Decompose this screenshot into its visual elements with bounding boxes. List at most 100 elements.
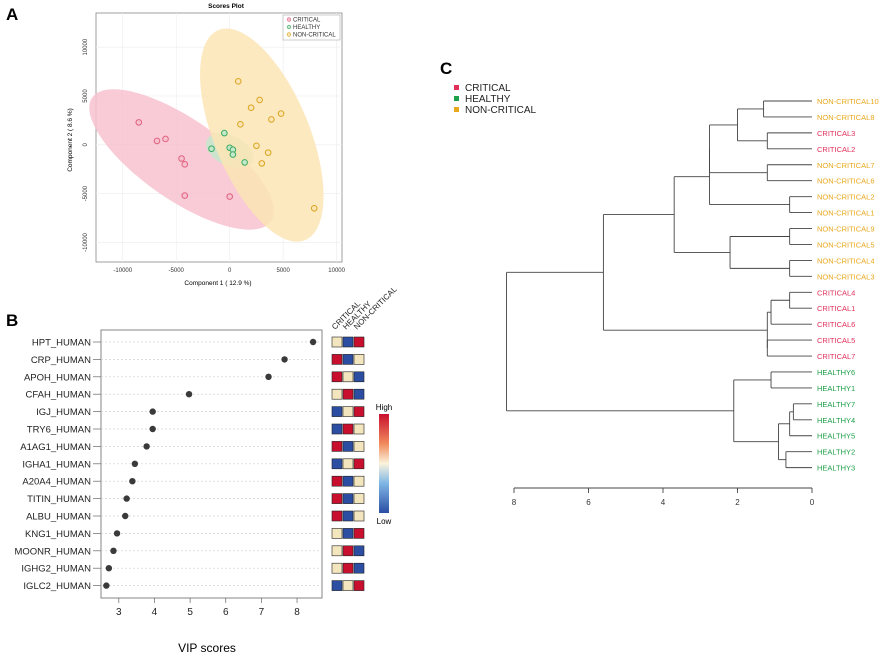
vip-protein-label: IGLC2_HUMAN: [23, 581, 91, 592]
vip-plot-xlabel: VIP scores: [178, 641, 236, 655]
score-point-non-critical: [253, 142, 260, 150]
dendrogram-leaf-label: NON-CRITICAL5: [817, 240, 875, 249]
heatmap-cell: [342, 388, 354, 400]
dendrogram-leaf-label: NON-CRITICAL10: [817, 97, 879, 106]
heatmap-cell: [353, 510, 365, 522]
heatmap-cell: [353, 354, 365, 365]
scores-plot-points: [135, 78, 318, 212]
dendrogram-leaf-label: NON-CRITICAL8: [817, 113, 875, 122]
vip-plot-rows: HPT_HUMAN CRP_HUMAN APOH_HUMAN CFAH_HUMAN IG…: [14, 338, 322, 592]
heatmap-cell: [331, 493, 343, 504]
heatmap-cell: [342, 528, 354, 539]
heatmap-cell: [353, 441, 365, 452]
vip-point: [149, 425, 156, 433]
vip-point: [103, 582, 110, 589]
score-point-critical: [181, 192, 189, 199]
dendrogram-leaf-label: CRITICAL7: [817, 352, 855, 361]
dendro-legend-marker-critical: [454, 85, 459, 90]
legend-marker-healthy: [286, 24, 292, 30]
heatmap-cell: [342, 371, 354, 383]
score-point-non-critical: [247, 104, 255, 112]
dendrogram-leaf-label: HEALTHY5: [817, 432, 855, 441]
heatmap-cell: [353, 562, 365, 574]
y-tick-label: 10000: [83, 38, 89, 55]
dendrogram: CRITICAL HEALTHY NON-CRITICAL NON-CRITIC…: [454, 83, 879, 507]
vip-point: [309, 338, 317, 346]
vip-point: [113, 530, 121, 537]
dendrogram-leaf-label: CRITICAL1: [817, 304, 855, 313]
heatmap-cell: [353, 388, 365, 400]
score-point-critical: [162, 135, 169, 143]
vip-protein-label: A20A4_HUMAN: [22, 477, 91, 488]
heatmap-cell: [342, 545, 354, 557]
heatmap-cell: [331, 354, 343, 365]
score-point-critical: [178, 155, 185, 162]
colorscale-bar: [379, 414, 389, 513]
heatmap-cell: [353, 528, 365, 539]
vip-plot: HPT_HUMAN CRP_HUMAN APOH_HUMAN CFAH_HUMAN IG…: [14, 284, 399, 655]
legend-label-healthy: HEALTHY: [293, 25, 320, 31]
scores-plot-legend: CRITICAL HEALTHY NON-CRITICAL: [282, 14, 341, 41]
vip-protein-label: KNG1_HUMAN: [25, 529, 91, 540]
panel-label-b: B: [6, 311, 18, 330]
dendrogram-leaf-label: NON-CRITICAL6: [817, 177, 875, 186]
dendrogram-leaf-label: NON-CRITICAL9: [817, 225, 875, 234]
dendrogram-leaf-label: HEALTHY7: [817, 400, 855, 409]
scores-plot-ticks: -10000 -5000 0 5000 10000 -10000 -5000 0 5000 100…: [83, 38, 346, 274]
vip-point: [149, 408, 156, 415]
legend-label-critical: CRITICAL: [293, 18, 321, 24]
vip-protein-label: TRY6_HUMAN: [27, 425, 91, 436]
dendrogram-leaf-label: HEALTHY1: [817, 384, 855, 393]
vip-x-tick-label: 7: [259, 607, 265, 618]
dendrogram-axis: 8 6 4 2 0: [512, 487, 815, 507]
vip-protein-label: IGHA1_HUMAN: [22, 459, 91, 470]
heatmap-cell: [331, 441, 343, 452]
vip-point: [122, 512, 129, 520]
heatmap-cell: [353, 458, 365, 470]
vip-protein-label: TITIN_HUMAN: [27, 494, 91, 505]
x-tick-label: 0: [228, 268, 232, 274]
score-point-healthy: [229, 151, 237, 158]
score-point-healthy: [221, 129, 228, 137]
dendrogram-leaf-label: CRITICAL4: [817, 288, 855, 297]
vip-protein-label: ALBU_HUMAN: [26, 512, 91, 523]
dendrogram-leaf-label: HEALTHY4: [817, 416, 855, 425]
heatmap-cell: [342, 423, 354, 435]
heatmap-cell: [331, 475, 343, 487]
vip-x-tick-label: 6: [223, 607, 229, 618]
x-tick-label: 5000: [276, 268, 290, 274]
heatmap-cell: [331, 510, 343, 522]
heatmap-cell: [331, 545, 343, 557]
dendrogram-leaf-label: NON-CRITICAL3: [817, 272, 875, 281]
score-point-critical: [226, 193, 233, 200]
score-point-non-critical: [258, 160, 266, 167]
x-tick-label: -5000: [169, 268, 185, 274]
vip-protein-label: IGJ_HUMAN: [36, 407, 91, 418]
dendrogram-leaves: NON-CRITICAL10 NON-CRITICAL8 CRITICAL3 CRIT…: [817, 97, 879, 473]
vip-protein-label: APOH_HUMAN: [24, 372, 91, 383]
score-point-critical: [153, 137, 161, 145]
dendrogram-leaf-label: CRITICAL5: [817, 336, 855, 345]
heatmap-cell: [342, 562, 354, 574]
heatmap-cell: [342, 580, 354, 591]
x-tick-label: 10000: [328, 268, 345, 274]
dendrogram-axis-tick-label: 0: [810, 498, 815, 507]
colorscale-low-label: Low: [377, 517, 392, 526]
dendro-legend-label-non-critical: NON-CRITICAL: [465, 105, 537, 116]
vip-point: [185, 391, 193, 398]
score-point-critical: [135, 119, 143, 126]
dendro-legend-marker-healthy: [454, 96, 459, 101]
vip-point: [143, 443, 150, 450]
heatmap-cell: [331, 580, 343, 591]
heatmap-cell: [331, 388, 343, 400]
y-tick-label: -10000: [83, 232, 89, 251]
vip-protein-label: IGHG2_HUMAN: [21, 564, 91, 575]
heatmap-cell: [342, 354, 354, 365]
dendrogram-leaf-label: CRITICAL6: [817, 320, 855, 329]
vip-x-tick-label: 5: [187, 607, 193, 618]
score-point-healthy: [241, 159, 248, 166]
vip-protein-label: A1AG1_HUMAN: [20, 442, 91, 453]
vip-point: [131, 460, 139, 467]
